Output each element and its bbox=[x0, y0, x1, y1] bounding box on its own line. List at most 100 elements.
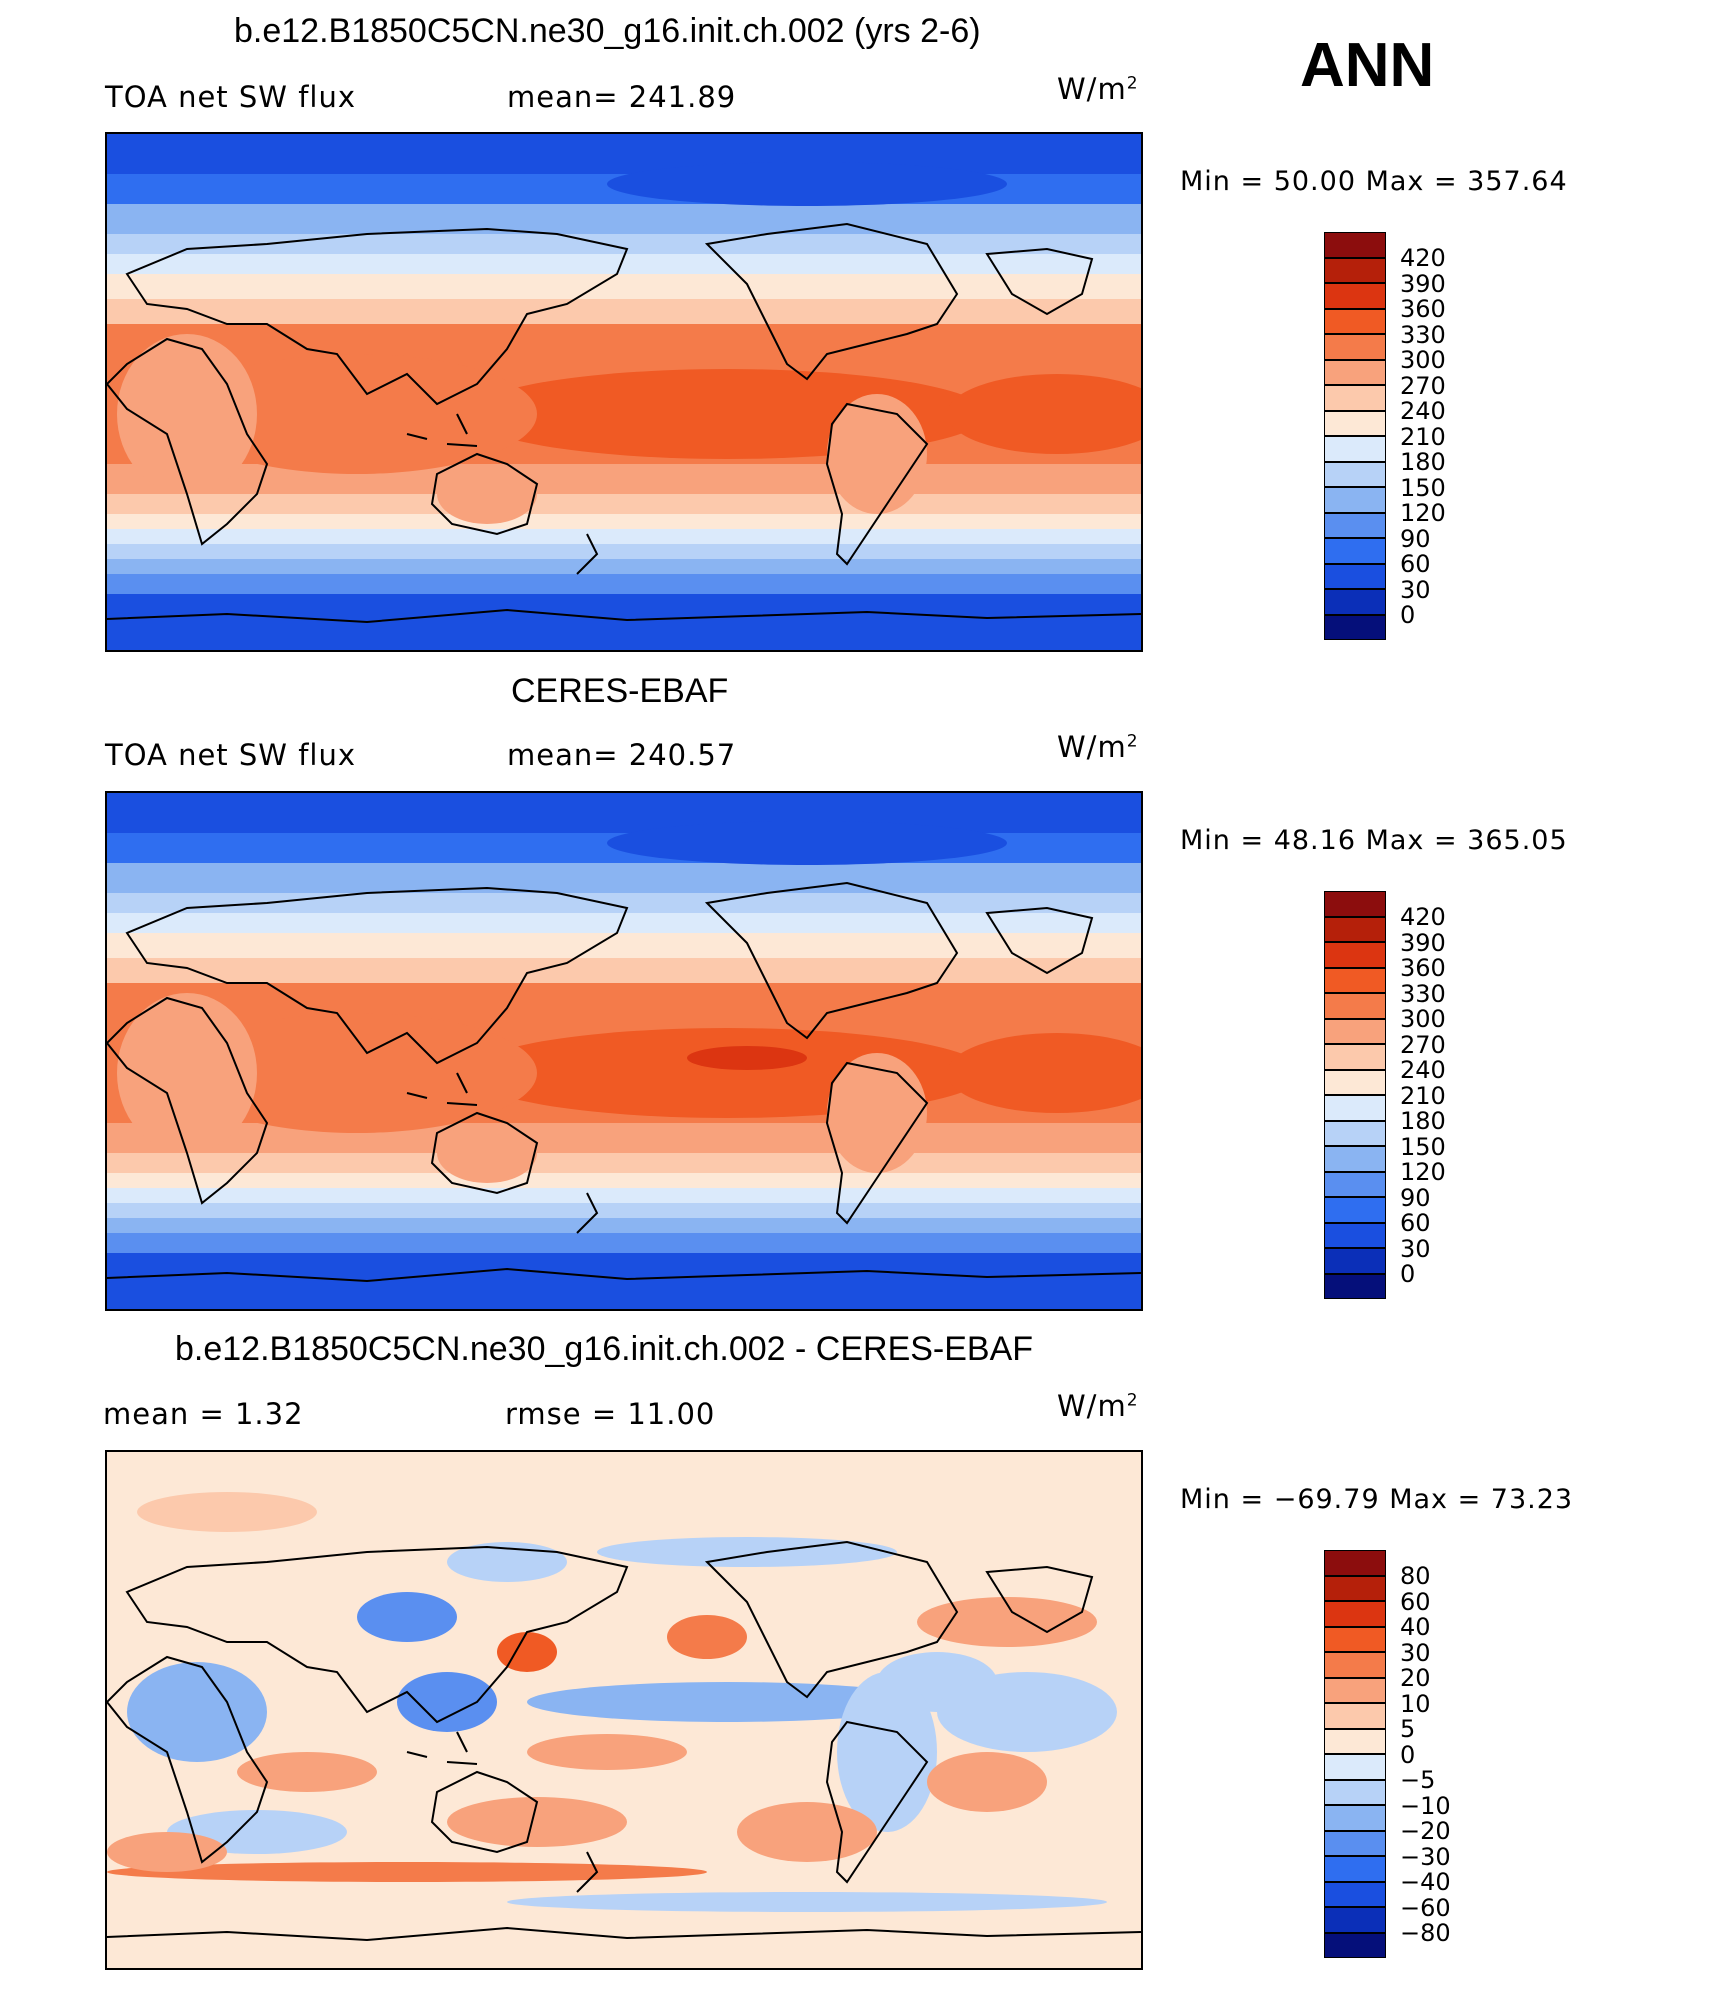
map-plot bbox=[105, 791, 1143, 1311]
colorbar-box bbox=[1324, 1779, 1386, 1805]
colorbar-box bbox=[1324, 308, 1386, 334]
colorbar-tick-label: 0 bbox=[1400, 1260, 1416, 1288]
colorbar: 420 390 360 330 300 270 240 210 180 150 120 90 60 30 0 bbox=[1324, 232, 1446, 640]
panel-title: b.e12.B1850C5CN.ne30_g16.init.ch.002 - C… bbox=[175, 1330, 1034, 1368]
colorbar-box bbox=[1324, 487, 1386, 513]
colorbar-tick-label: 80 bbox=[1400, 1562, 1431, 1590]
colorbar-tick-label: 5 bbox=[1400, 1715, 1416, 1743]
colorbar-tick-label: 330 bbox=[1400, 979, 1446, 1008]
colorbar-tick-label: 120 bbox=[1400, 1158, 1446, 1186]
colorbar-tick-label: 180 bbox=[1400, 1107, 1446, 1135]
colorbar-tick-label: 390 bbox=[1400, 928, 1446, 957]
colorbar-tick-label: 300 bbox=[1400, 1005, 1446, 1033]
colorbar-box bbox=[1324, 1248, 1386, 1274]
colorbar-box bbox=[1324, 1856, 1386, 1882]
colorbar-tick-label: −30 bbox=[1400, 1842, 1451, 1871]
unit-exponent: 2 bbox=[1126, 1390, 1139, 1411]
colorbar-tick-label: 30 bbox=[1400, 1638, 1431, 1667]
colorbar-box bbox=[1324, 1044, 1386, 1070]
colorbar-box bbox=[1324, 1146, 1386, 1172]
colorbar-box bbox=[1324, 993, 1386, 1019]
colorbar-box bbox=[1324, 385, 1386, 411]
colorbar-box bbox=[1324, 283, 1386, 309]
panel-minmax-label: Min = 50.00 Max = 357.64 bbox=[1180, 166, 1568, 197]
colorbar-box bbox=[1324, 891, 1386, 917]
colorbar-tick-label: 60 bbox=[1400, 1209, 1431, 1237]
colorbar-box bbox=[1324, 1222, 1386, 1248]
colorbar-tick-label: −10 bbox=[1400, 1791, 1451, 1820]
colorbar-box bbox=[1324, 1197, 1386, 1223]
colorbar-box bbox=[1324, 232, 1386, 258]
map-plot bbox=[105, 132, 1143, 652]
colorbar-box bbox=[1324, 1273, 1386, 1299]
colorbar-tick-label: 240 bbox=[1400, 1056, 1446, 1084]
colorbar-box bbox=[1324, 1805, 1386, 1831]
colorbar-box bbox=[1324, 436, 1386, 462]
colorbar-box bbox=[1324, 1703, 1386, 1729]
colorbar-tick-label: 150 bbox=[1400, 1132, 1446, 1161]
colorbar-box bbox=[1324, 512, 1386, 538]
colorbar-tick-label: 90 bbox=[1400, 524, 1431, 553]
colorbar-tick-label: −80 bbox=[1400, 1919, 1451, 1947]
colorbar-tick-label: 240 bbox=[1400, 397, 1446, 425]
colorbar-box bbox=[1324, 967, 1386, 993]
colorbar-tick-label: 210 bbox=[1400, 422, 1446, 451]
colorbar-tick-label: −40 bbox=[1400, 1868, 1451, 1896]
colorbar-box bbox=[1324, 589, 1386, 615]
map-canvas bbox=[107, 793, 1141, 1309]
colorbar-tick-label: 300 bbox=[1400, 346, 1446, 374]
colorbar-tick-label: 30 bbox=[1400, 575, 1431, 604]
colorbar-box bbox=[1324, 1907, 1386, 1933]
season-label: ANN bbox=[1300, 31, 1435, 100]
colorbar-box bbox=[1324, 1550, 1386, 1576]
panel-unit-label: W/m2 bbox=[1057, 730, 1139, 764]
panel-rmse-label: rmse = 11.00 bbox=[505, 1397, 716, 1431]
colorbar-box bbox=[1324, 563, 1386, 589]
colorbar-box bbox=[1324, 1171, 1386, 1197]
colorbar-tick-label: 420 bbox=[1400, 903, 1446, 931]
unit-base: W/m bbox=[1057, 72, 1127, 106]
panel-unit-label: W/m2 bbox=[1057, 72, 1139, 106]
colorbar-tick-label: 40 bbox=[1400, 1613, 1431, 1641]
colorbar-tick-label: 360 bbox=[1400, 954, 1446, 982]
colorbar-box bbox=[1324, 1932, 1386, 1958]
panel-mean-label: mean = 1.32 bbox=[103, 1397, 304, 1431]
panel-variable-label: TOA net SW flux bbox=[105, 738, 357, 772]
colorbar-tick-label: 390 bbox=[1400, 269, 1446, 298]
colorbar-tick-label: 120 bbox=[1400, 499, 1446, 527]
colorbar-tick-label: −60 bbox=[1400, 1893, 1451, 1922]
colorbar-tick-label: 60 bbox=[1400, 1587, 1431, 1616]
colorbar-tick-label: 210 bbox=[1400, 1081, 1446, 1110]
colorbar-box bbox=[1324, 410, 1386, 436]
colorbar-tick-label: −20 bbox=[1400, 1817, 1451, 1845]
colorbar-box bbox=[1324, 334, 1386, 360]
colorbar-box bbox=[1324, 1575, 1386, 1601]
colorbar-tick-label: 10 bbox=[1400, 1689, 1431, 1718]
colorbar-box bbox=[1324, 1830, 1386, 1856]
colorbar-box bbox=[1324, 614, 1386, 640]
colorbar-tick-label: 0 bbox=[1400, 1740, 1416, 1769]
colorbar: 420 390 360 330 300 270 240 210 180 150 120 90 60 30 0 bbox=[1324, 891, 1446, 1299]
colorbar-box bbox=[1324, 1120, 1386, 1146]
colorbar-tick-label: −5 bbox=[1400, 1766, 1436, 1794]
colorbar-tick-label: 150 bbox=[1400, 473, 1446, 502]
panel-title: b.e12.B1850C5CN.ne30_g16.init.ch.002 (yr… bbox=[234, 12, 981, 50]
colorbar-tick-label: 360 bbox=[1400, 295, 1446, 323]
panel-unit-label: W/m2 bbox=[1057, 1389, 1139, 1423]
panel-mean-label: mean= 240.57 bbox=[507, 738, 737, 772]
colorbar-box bbox=[1324, 359, 1386, 385]
colorbar: 80 60 40 30 20 10 5 0 −5 −10 −20 −30 −40 −60 −80 bbox=[1324, 1550, 1451, 1958]
colorbar-box bbox=[1324, 257, 1386, 283]
colorbar-tick-label: 270 bbox=[1400, 371, 1446, 400]
colorbar-tick-label: 0 bbox=[1400, 601, 1416, 629]
colorbar-box bbox=[1324, 916, 1386, 942]
colorbar-box bbox=[1324, 1677, 1386, 1703]
map-plot bbox=[105, 1450, 1143, 1970]
colorbar-tick-label: 180 bbox=[1400, 448, 1446, 476]
map-canvas bbox=[107, 1452, 1141, 1968]
colorbar-tick-label: 30 bbox=[1400, 1234, 1431, 1263]
panel-variable-label: TOA net SW flux bbox=[105, 80, 357, 114]
colorbar-box bbox=[1324, 538, 1386, 564]
colorbar-tick-label: 20 bbox=[1400, 1664, 1431, 1692]
colorbar-tick-label: 270 bbox=[1400, 1030, 1446, 1059]
